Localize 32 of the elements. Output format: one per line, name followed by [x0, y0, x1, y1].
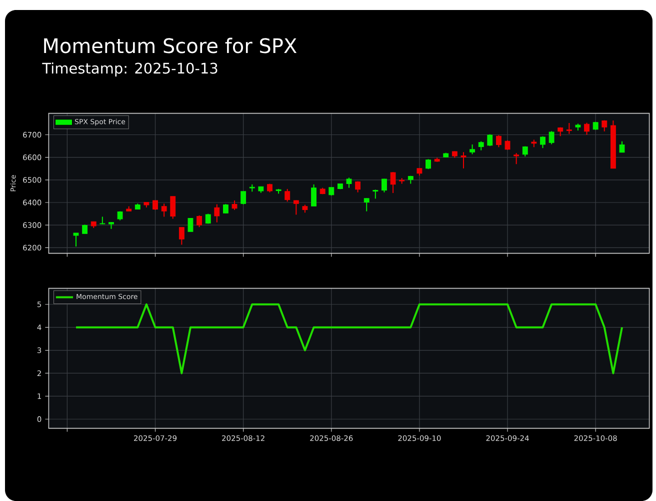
candlestick: [548, 130, 554, 145]
candlestick: [478, 140, 484, 151]
candlestick: [284, 188, 290, 202]
candlestick: [170, 196, 176, 220]
chart-subtitle: Timestamp: 2025-10-13: [42, 62, 218, 77]
candlestick: [619, 140, 625, 153]
candlestick: [188, 218, 194, 232]
candlestick: [196, 214, 202, 228]
candlestick: [346, 177, 352, 188]
candlestick: [566, 122, 572, 134]
candlestick: [73, 232, 79, 248]
candlestick: [496, 134, 502, 148]
candlestick: [152, 200, 158, 210]
candlestick: [470, 144, 476, 155]
candlestick: [514, 152, 520, 165]
candlestick: [372, 189, 378, 200]
candlestick: [214, 204, 220, 223]
candlestick: [426, 158, 431, 170]
candlestick: [232, 200, 238, 210]
candlestick: [223, 204, 228, 214]
candlestick: [161, 203, 167, 218]
candlestick: [584, 122, 590, 136]
candlestick: [390, 172, 396, 194]
candlestick: [293, 200, 299, 216]
candlestick: [311, 184, 316, 207]
candlestick: [240, 190, 246, 205]
candlestick: [364, 198, 370, 212]
candlestick: [460, 152, 466, 169]
candlestick: [382, 178, 387, 193]
candlestick: [178, 226, 184, 246]
chart-title: Momentum Score for SPX: [44, 38, 297, 54]
candlestick: [82, 224, 88, 234]
